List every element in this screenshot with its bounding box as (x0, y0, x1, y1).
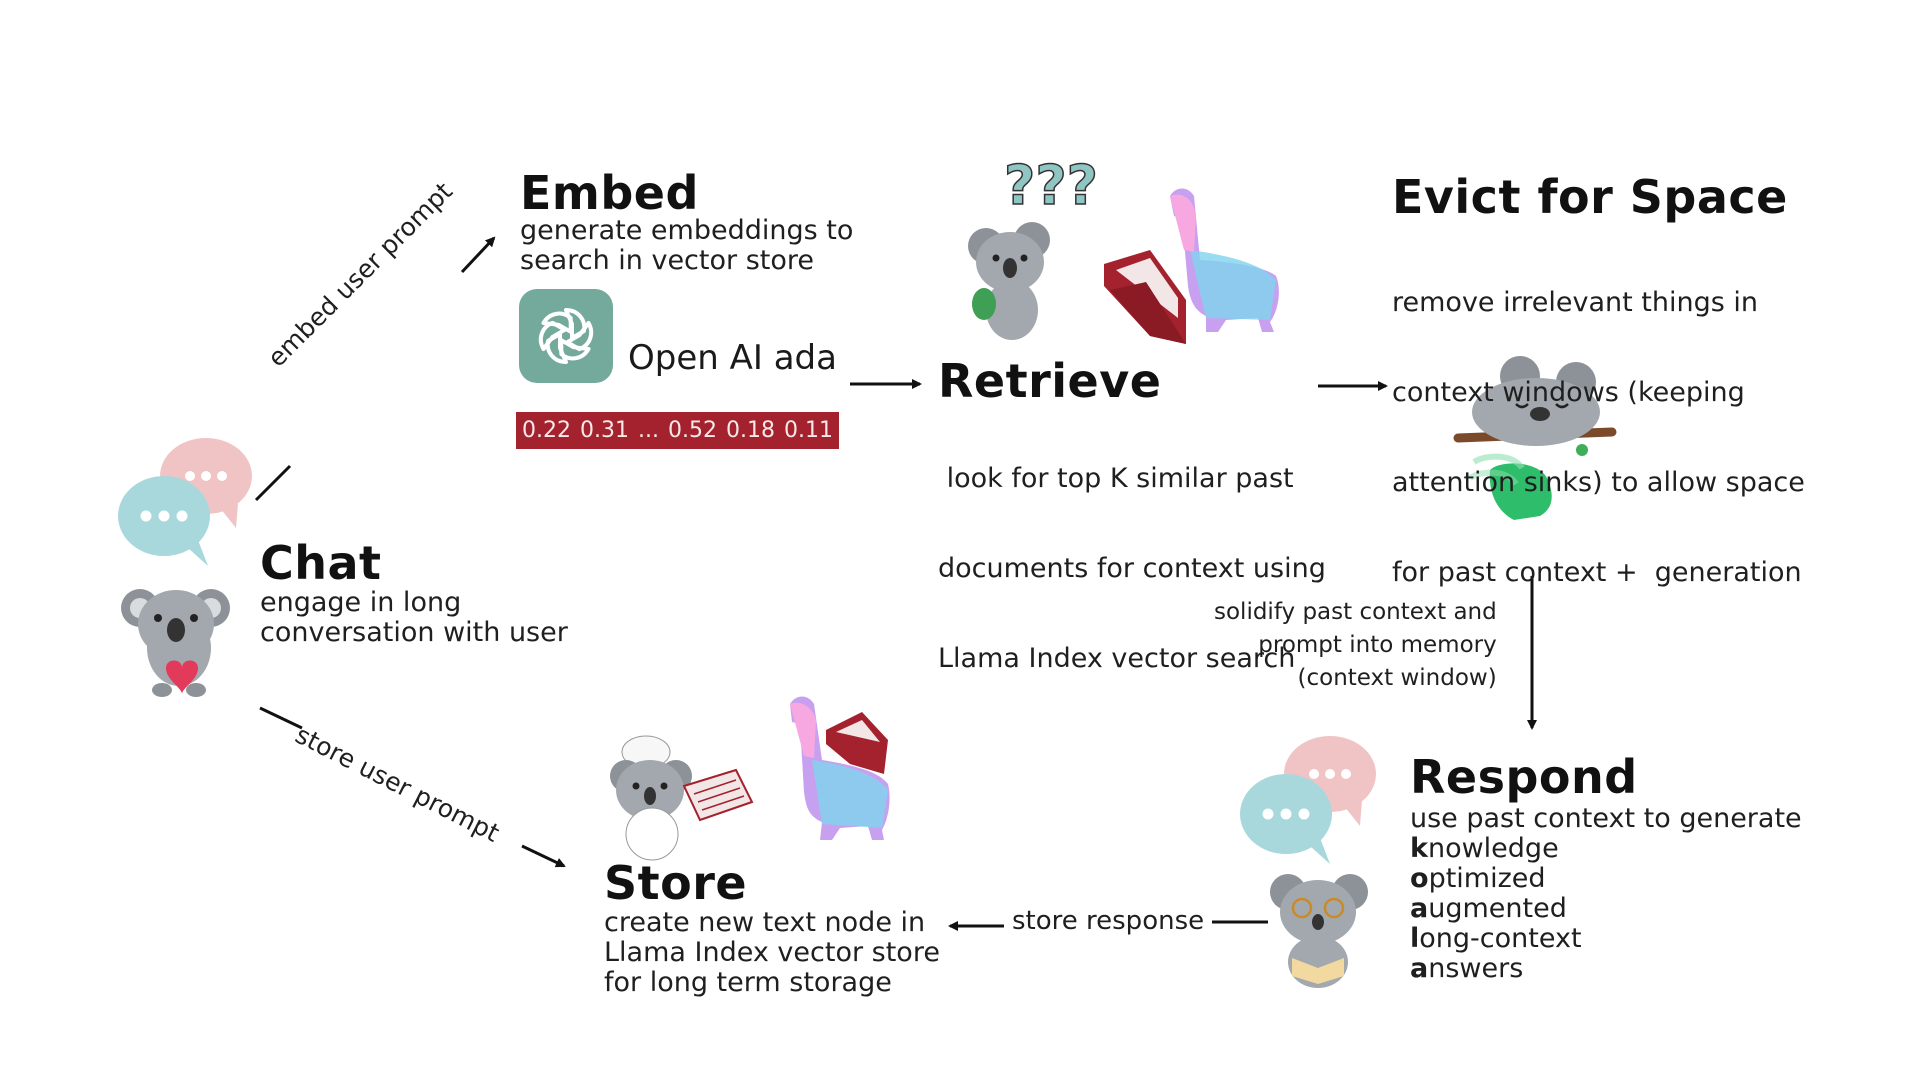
store-description: create new text node in Llama Index vect… (604, 908, 940, 998)
chat-desc-line-2: conversation with user (260, 617, 568, 648)
red-folder-icon (1104, 250, 1186, 344)
store-title: Store (604, 856, 748, 910)
acronym-line-5: answers (1410, 953, 1524, 984)
store-llama-icon (790, 696, 890, 840)
store-desc-line-2: Llama Index vector store (604, 937, 940, 968)
question-marks-text: ??? (1004, 154, 1098, 217)
retrieve-desc-line-1: look for top K similar past (938, 463, 1294, 494)
label-solidify: solidify past context and prompt into me… (1214, 596, 1497, 695)
acronym-line-4: long-context (1410, 923, 1582, 954)
chat-title: Chat (260, 536, 382, 590)
evict-desc-line-3: attention sinks) to allow space (1392, 467, 1805, 498)
embed-desc-line-1: generate embeddings to (520, 215, 854, 246)
chat-desc-line-1: engage in long (260, 587, 462, 618)
chef-koala-icon (610, 735, 692, 861)
store-desc-line-3: for long term storage (604, 967, 892, 998)
label-store-response: store response (1012, 906, 1205, 936)
embedding-vector: 0.22 0.31 ... 0.52 0.18 0.11 (516, 412, 839, 449)
evict-title: Evict for Space (1392, 170, 1788, 224)
solidify-line-3: (context window) (1297, 665, 1497, 691)
respond-intro: use past context to generate (1410, 803, 1802, 834)
retrieve-description: look for top K similar past documents fo… (938, 404, 1326, 704)
respond-bubble-teal-icon (1240, 774, 1332, 864)
vector-value-ellipsis: ... (638, 418, 659, 443)
koala-backpack-icon (968, 222, 1050, 340)
arrow-chat-to-embed-head (460, 236, 496, 274)
arrow-chat-to-embed (254, 464, 292, 502)
chat-bubble-teal-icon (118, 476, 210, 566)
openai-model-name: Open AI ada (628, 338, 837, 378)
arrow-chat-to-store-head (521, 844, 566, 868)
sleeping-koala-icon (1453, 356, 1617, 456)
embed-title: Embed (520, 166, 699, 220)
solidify-line-1: solidify past context and (1214, 599, 1497, 625)
evict-desc-line-1: remove irrelevant things in (1392, 287, 1758, 318)
respond-title: Respond (1410, 750, 1638, 804)
embed-description: generate embeddings to search in vector … (520, 216, 853, 276)
retrieve-desc-line-3: Llama Index vector search (938, 643, 1296, 674)
arrow-chat-to-store-tail (259, 706, 303, 730)
openai-logo-icon (519, 289, 613, 383)
question-marks-icon: ??? (1003, 153, 1098, 218)
vector-value-1: 0.22 (522, 418, 571, 443)
evict-desc-line-2: context windows (keeping (1392, 377, 1745, 408)
store-folder-icon (826, 712, 888, 774)
koala-heart-icon (121, 589, 230, 697)
newspaper-icon (682, 768, 754, 822)
evict-description: remove irrelevant things in context wind… (1392, 228, 1805, 618)
retrieve-desc-line-2: documents for context using (938, 553, 1326, 584)
vector-value-5: 0.11 (784, 418, 833, 443)
green-leaf-icon (1468, 453, 1552, 520)
acronym-line-1: knowledge (1410, 833, 1559, 864)
retrieve-title: Retrieve (938, 354, 1162, 408)
koala-reading-icon (1270, 874, 1368, 988)
llama-icon (1170, 188, 1279, 332)
vector-value-2: 0.31 (580, 418, 629, 443)
acronym-line-3: augmented (1410, 893, 1567, 924)
evict-desc-line-4: for past context + generation (1392, 557, 1802, 588)
vector-value-4: 0.18 (726, 418, 775, 443)
vector-value-3: 0.52 (668, 418, 717, 443)
store-desc-line-1: create new text node in (604, 907, 926, 938)
respond-description: use past context to generate knowledge o… (1410, 804, 1802, 984)
solidify-line-2: prompt into memory (1258, 632, 1497, 658)
embed-desc-line-2: search in vector store (520, 245, 814, 276)
chat-description: engage in long conversation with user (260, 588, 568, 648)
acronym-line-2: optimized (1410, 863, 1546, 894)
